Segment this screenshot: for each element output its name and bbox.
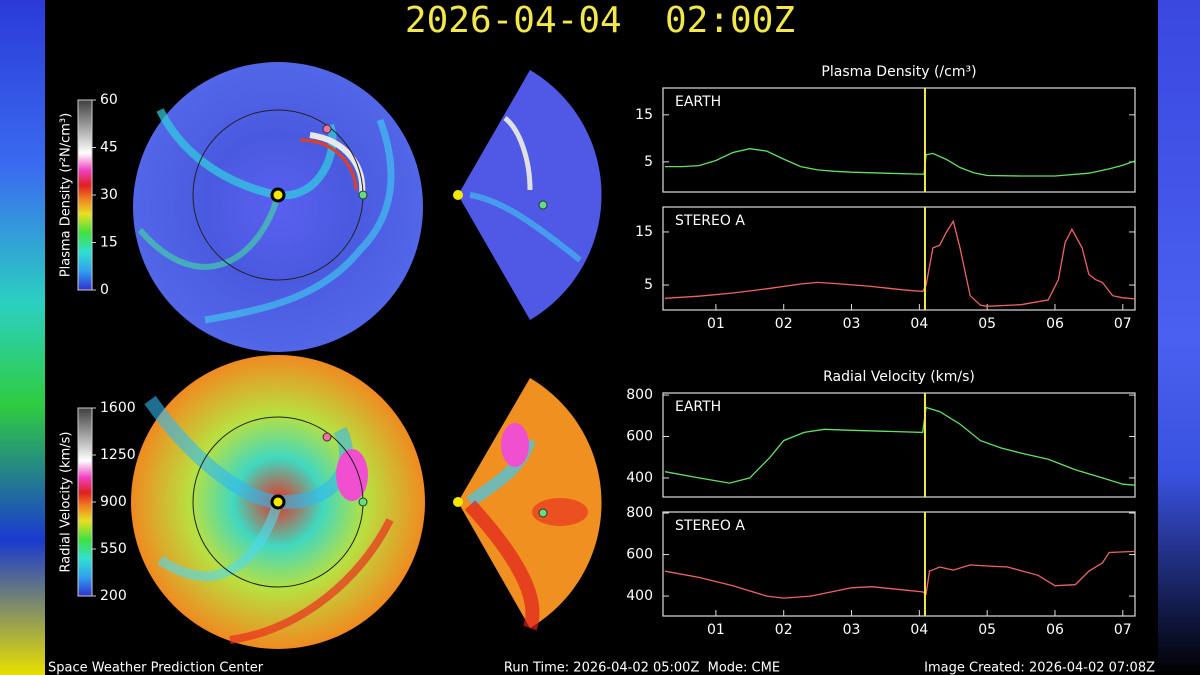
x-tick-label: 05 xyxy=(978,316,996,332)
chart-title: Plasma Density (/cm³) xyxy=(821,64,976,80)
background-edge xyxy=(0,0,45,675)
y-tick-label: 800 xyxy=(626,387,653,403)
x-tick-label: 07 xyxy=(1114,316,1132,332)
x-tick-label: 07 xyxy=(1114,622,1132,638)
x-tick-label: 06 xyxy=(1046,622,1064,638)
y-tick-label: 800 xyxy=(626,505,653,521)
y-tick-label: 600 xyxy=(626,429,653,445)
colorbar-tick-label: 15 xyxy=(100,235,118,251)
y-tick-label: 5 xyxy=(644,154,653,170)
series-line xyxy=(664,406,1135,486)
colorbar-tick-label: 0 xyxy=(100,282,109,298)
background-edge xyxy=(1158,0,1200,675)
panel-label: STEREO A xyxy=(675,518,745,534)
y-tick-label: 400 xyxy=(626,588,653,604)
x-tick-label: 04 xyxy=(910,622,928,638)
y-tick-label: 400 xyxy=(626,470,653,486)
velocity-image xyxy=(131,355,602,649)
footer-left: Space Weather Prediction Center xyxy=(48,661,264,675)
x-tick-label: 02 xyxy=(775,622,793,638)
y-tick-label: 600 xyxy=(626,547,653,563)
panel-label: EARTH xyxy=(675,399,721,415)
panel-label: STEREO A xyxy=(675,213,745,229)
density-image xyxy=(133,62,602,352)
page-title: 2026-04-04 02:00Z xyxy=(405,0,795,41)
colorbar-tick-label: 900 xyxy=(100,494,127,510)
series-line xyxy=(664,219,1135,307)
colorbar-tick-label: 1250 xyxy=(100,447,136,463)
colorbar-tick-label: 1600 xyxy=(100,400,136,416)
colorbar xyxy=(77,407,93,597)
colorbar-tick-label: 550 xyxy=(100,541,127,557)
plot-frame xyxy=(662,392,1136,498)
series-line xyxy=(665,148,1135,177)
panel-label: EARTH xyxy=(675,94,721,110)
x-tick-label: 03 xyxy=(843,622,861,638)
y-tick-label: 15 xyxy=(635,107,653,123)
x-tick-label: 01 xyxy=(707,622,725,638)
chart-title: Radial Velocity (km/s) xyxy=(823,369,975,385)
colorbar-tick-label: 30 xyxy=(100,187,118,203)
plot-frame xyxy=(662,511,1136,617)
footer-right: Image Created: 2026-04-02 07:08Z xyxy=(924,661,1155,675)
x-tick-label: 04 xyxy=(910,316,928,332)
y-tick-label: 15 xyxy=(635,224,653,240)
x-tick-label: 05 xyxy=(978,622,996,638)
x-tick-label: 03 xyxy=(843,316,861,332)
footer-center: Run Time: 2026-04-02 05:00Z Mode: CME xyxy=(504,661,780,675)
colorbar-tick-label: 60 xyxy=(100,92,118,108)
colorbar xyxy=(77,99,93,291)
y-tick-label: 5 xyxy=(644,277,653,293)
colorbar-tick-label: 45 xyxy=(100,140,118,156)
plot-frame xyxy=(662,87,1136,193)
x-tick-label: 06 xyxy=(1046,316,1064,332)
colorbar-label: Plasma Density (r²N/cm³) xyxy=(59,113,74,277)
series-line xyxy=(664,550,1135,599)
colorbar-label: Radial Velocity (km/s) xyxy=(59,432,74,573)
x-tick-label: 01 xyxy=(707,316,725,332)
plot-frame xyxy=(662,206,1136,311)
colorbar-tick-label: 200 xyxy=(100,588,127,604)
x-tick-label: 02 xyxy=(775,316,793,332)
